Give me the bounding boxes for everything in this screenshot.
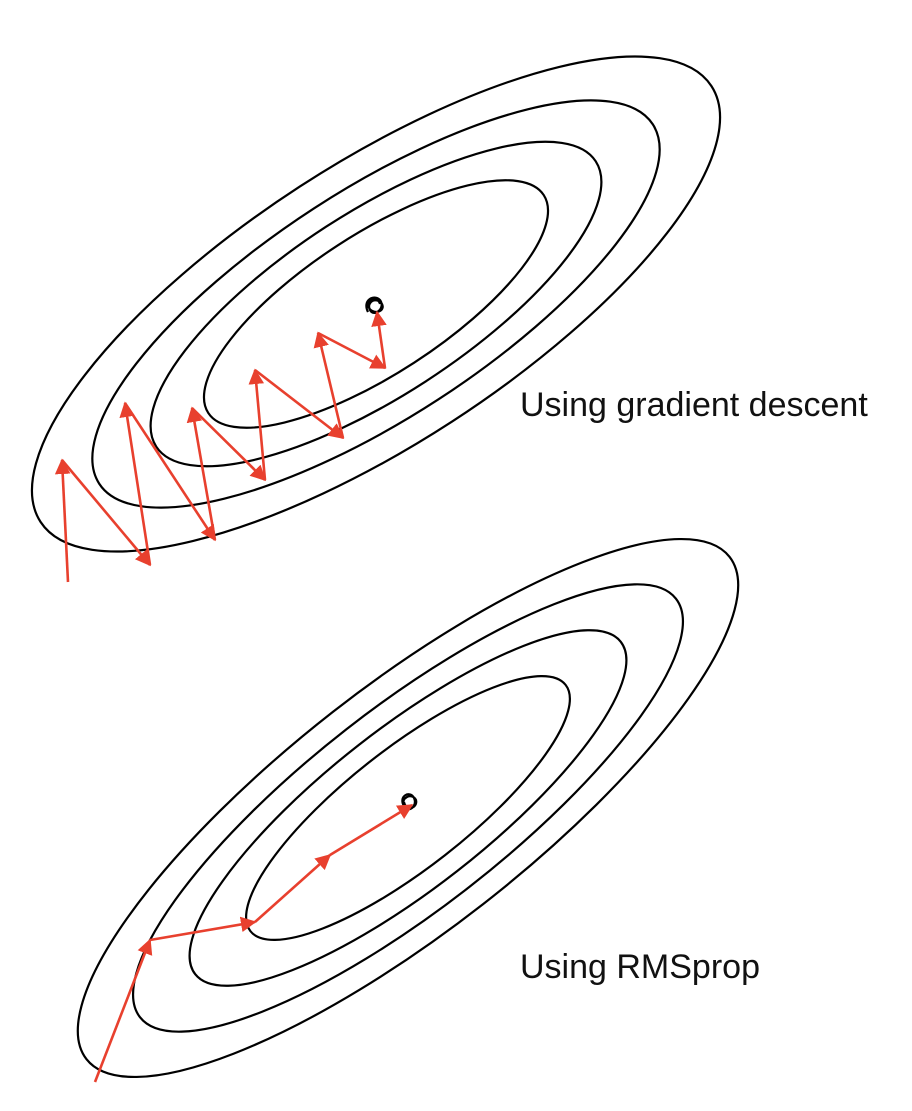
gd-panel (30, 55, 722, 583)
gd-contour-2 (91, 99, 661, 509)
gd-step-path (54, 310, 387, 583)
gd-caption: Using gradient descent (520, 386, 868, 424)
rms-contour-2 (131, 583, 685, 1033)
gd-step-arrow (371, 310, 387, 369)
rms-panel (76, 537, 740, 1083)
gd-step-arrow (186, 406, 217, 541)
rms-step-path (93, 803, 414, 1083)
gd-step-arrow (191, 407, 267, 482)
gd-step-arrow (123, 402, 217, 542)
gd-step-arrow (254, 368, 345, 440)
gd-contour-4 (202, 179, 550, 429)
gd-contour-3 (149, 140, 603, 468)
gd-step-arrow (313, 331, 345, 439)
rms-step-arrow (93, 938, 153, 1083)
gd-step-arrow (248, 368, 267, 481)
gd-convergence-scribble (365, 296, 384, 315)
gd-step-arrow (61, 459, 152, 567)
rms-contour-1 (76, 537, 740, 1079)
rms-contours (76, 537, 740, 1079)
rms-contour-3 (188, 629, 628, 987)
rms-step-arrow (329, 803, 414, 857)
gd-contour-1 (30, 55, 722, 553)
rms-step-arrow (149, 916, 257, 942)
gd-step-arrow (54, 458, 71, 583)
gd-step-arrow (119, 401, 152, 566)
rms-caption: Using RMSprop (520, 948, 760, 986)
gd-contours (30, 55, 722, 553)
gd-step-arrow (317, 331, 387, 370)
rms-step-arrow (254, 853, 332, 923)
